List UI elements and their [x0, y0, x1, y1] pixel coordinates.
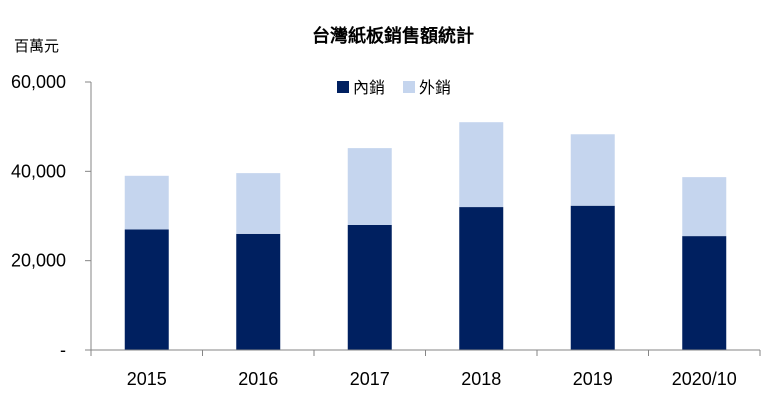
bar-export-2016 [236, 173, 281, 234]
legend-label-domestic: 內銷 [353, 78, 385, 97]
x-tick-label: 2019 [573, 369, 613, 389]
bars [124, 122, 727, 350]
y-tick-label: 20,000 [11, 251, 66, 271]
y-tick-label: 40,000 [11, 161, 66, 181]
bar-domestic-2017 [347, 224, 392, 350]
bar-export-2019 [570, 134, 615, 206]
x-axis: 2015 2016 2017 2018 2019 2020/10 [90, 349, 761, 389]
bar-domestic-2015 [124, 229, 169, 350]
legend: 內銷 外銷 [337, 78, 451, 97]
bar-domestic-2019 [570, 205, 615, 350]
bar-domestic-2020/10 [682, 236, 727, 350]
legend-label-export: 外銷 [419, 78, 451, 97]
y-axis: - 20,000 40,000 60,000 [11, 72, 92, 360]
bar-export-2015 [124, 175, 169, 230]
bar-export-2017 [347, 148, 392, 225]
bar-export-2020/10 [682, 177, 727, 237]
legend-swatch-export [403, 81, 415, 93]
legend-swatch-domestic [337, 81, 349, 93]
x-tick-label: 2018 [461, 369, 501, 389]
y-tick-label: 60,000 [11, 72, 66, 92]
bar-domestic-2016 [236, 233, 281, 350]
x-tick-label: 2020/10 [672, 369, 737, 389]
bar-export-2018 [459, 122, 504, 208]
chart-title: 台灣紙板銷售額統計 [312, 25, 474, 47]
x-tick-label: 2017 [350, 369, 390, 389]
x-tick-label: 2015 [127, 369, 167, 389]
y-axis-label: 百萬元 [14, 37, 59, 55]
bar-domestic-2018 [459, 207, 504, 350]
x-tick-label: 2016 [238, 369, 278, 389]
y-tick-label: - [60, 340, 66, 360]
